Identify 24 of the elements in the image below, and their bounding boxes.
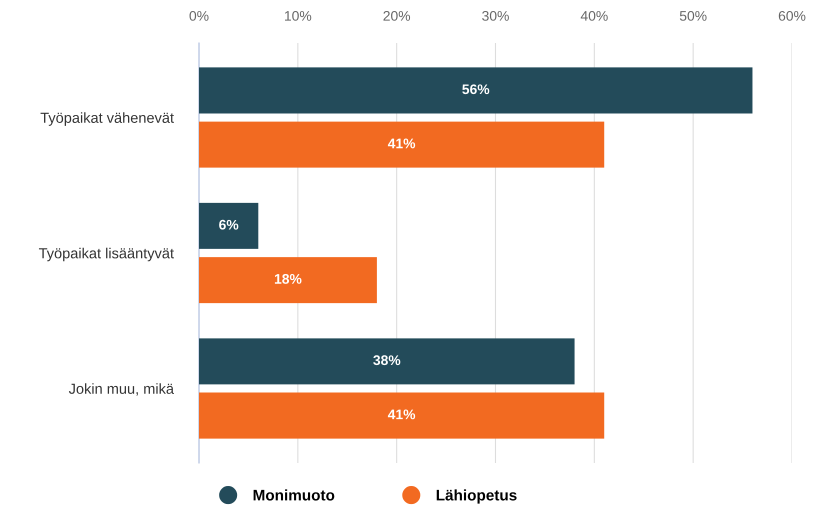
- x-tick-label: 40%: [580, 10, 608, 21]
- bar: [199, 122, 604, 168]
- y-tick-label: Jokin muu, mikä: [68, 383, 174, 396]
- data-label: 41%: [388, 138, 416, 148]
- data-label: 18%: [274, 274, 302, 284]
- y-tick-label: Työpaikat lisääntyvät: [38, 248, 174, 262]
- bar: [199, 257, 377, 304]
- bar: [199, 202, 258, 249]
- bar: [199, 392, 604, 439]
- legend-label: Monimuoto: [254, 489, 334, 501]
- x-tick-label: 30%: [482, 10, 509, 21]
- bar: [199, 67, 752, 114]
- data-label: 38%: [373, 355, 400, 366]
- x-tick-label: 50%: [680, 10, 707, 21]
- x-tick-label: 20%: [383, 10, 410, 21]
- y-tick-label: Työpaikat vähenevät: [40, 112, 174, 126]
- legend-label: Lähiopetus: [436, 489, 517, 504]
- data-label: 56%: [462, 84, 490, 94]
- data-label: 41%: [388, 410, 416, 420]
- x-tick-label: 60%: [778, 10, 806, 21]
- x-tick-label: 10%: [284, 10, 312, 21]
- x-tick-label: 0%: [190, 10, 209, 21]
- bar: [199, 338, 575, 384]
- data-label: 6%: [219, 220, 238, 230]
